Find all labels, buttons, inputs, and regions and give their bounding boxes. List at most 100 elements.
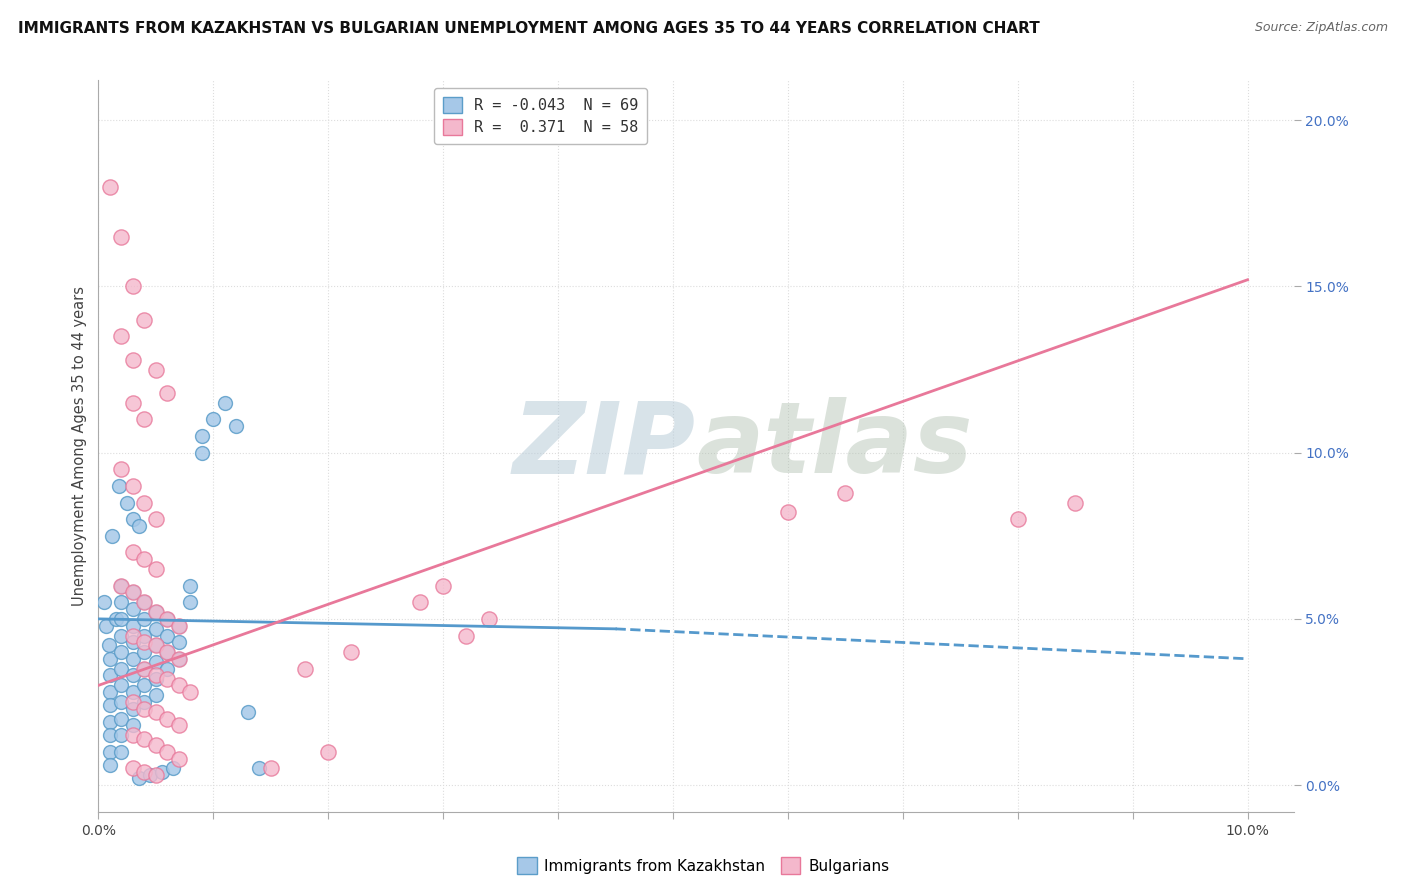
Point (145, 605, 167, 619)
Point (110, 229, 132, 244)
Point (110, 579, 132, 593)
Point (110, 662, 132, 676)
Point (145, 362, 167, 376)
Point (145, 622, 167, 636)
Point (432, 579, 454, 593)
Point (167, 718, 190, 732)
Point (156, 662, 179, 676)
Point (134, 495, 156, 509)
Point (104, 612, 127, 626)
Point (101, 529, 124, 543)
Point (122, 479, 145, 493)
Point (1064, 495, 1087, 509)
Point (156, 645, 179, 659)
Point (156, 612, 179, 626)
Point (110, 612, 132, 626)
Point (122, 396, 145, 410)
Point (167, 652, 190, 666)
Point (122, 585, 145, 599)
Point (122, 618, 145, 632)
Point (145, 738, 167, 752)
Point (145, 768, 167, 782)
Point (145, 605, 167, 619)
Point (96, 618, 118, 632)
Point (134, 635, 156, 649)
Point (167, 635, 190, 649)
Point (122, 352, 145, 367)
Text: Source: ZipAtlas.com: Source: ZipAtlas.com (1254, 21, 1388, 35)
Point (167, 678, 190, 692)
Point (167, 618, 190, 632)
Point (156, 712, 179, 726)
Point (134, 645, 156, 659)
Point (162, 762, 184, 776)
Point (122, 728, 145, 742)
Legend: Immigrants from Kazakhstan, Bulgarians: Immigrants from Kazakhstan, Bulgarians (510, 851, 896, 880)
Point (98, 728, 121, 742)
Point (134, 701, 156, 715)
Point (156, 628, 179, 642)
Point (214, 396, 236, 410)
Point (98, 652, 121, 666)
Point (134, 312, 156, 326)
Point (122, 685, 145, 699)
Point (134, 731, 156, 746)
Point (179, 595, 201, 609)
Point (122, 695, 145, 709)
Point (128, 772, 150, 786)
Point (110, 728, 132, 742)
Point (122, 602, 145, 616)
Point (110, 745, 132, 759)
Point (134, 695, 156, 709)
Point (834, 485, 856, 500)
Point (98, 714, 121, 729)
Point (478, 612, 501, 626)
Point (145, 705, 167, 719)
Point (225, 419, 247, 434)
Point (145, 689, 167, 703)
Point (145, 655, 167, 669)
Point (145, 512, 167, 526)
Point (110, 579, 132, 593)
Point (110, 695, 132, 709)
Point (122, 635, 145, 649)
Point (110, 595, 132, 609)
Point (110, 329, 132, 343)
Point (98, 685, 121, 699)
Point (294, 662, 316, 676)
Point (122, 718, 145, 732)
Point (122, 545, 145, 559)
Point (134, 595, 156, 609)
Legend: R = -0.043  N = 69, R =  0.371  N = 58: R = -0.043 N = 69, R = 0.371 N = 58 (434, 88, 647, 145)
Point (202, 412, 225, 426)
Point (156, 385, 179, 400)
Point (134, 612, 156, 626)
Point (145, 639, 167, 653)
Point (167, 652, 190, 666)
Point (145, 672, 167, 686)
Point (1007, 512, 1029, 526)
Point (134, 412, 156, 426)
Point (409, 595, 432, 609)
Point (122, 701, 145, 715)
Point (122, 652, 145, 666)
Point (456, 628, 478, 642)
Point (122, 668, 145, 682)
Point (236, 705, 259, 719)
Text: IMMIGRANTS FROM KAZAKHSTAN VS BULGARIAN UNEMPLOYMENT AMONG AGES 35 TO 44 YEARS C: IMMIGRANTS FROM KAZAKHSTAN VS BULGARIAN … (18, 21, 1040, 37)
Point (167, 751, 190, 765)
Point (145, 668, 167, 682)
Point (110, 462, 132, 476)
Point (98, 668, 121, 682)
Point (98, 745, 121, 759)
Text: atlas: atlas (696, 398, 973, 494)
Point (98, 698, 121, 713)
Point (110, 712, 132, 726)
Point (191, 445, 214, 459)
Point (156, 672, 179, 686)
Point (150, 764, 173, 779)
Point (134, 595, 156, 609)
Point (97, 639, 120, 653)
Point (179, 685, 201, 699)
Point (260, 762, 283, 776)
